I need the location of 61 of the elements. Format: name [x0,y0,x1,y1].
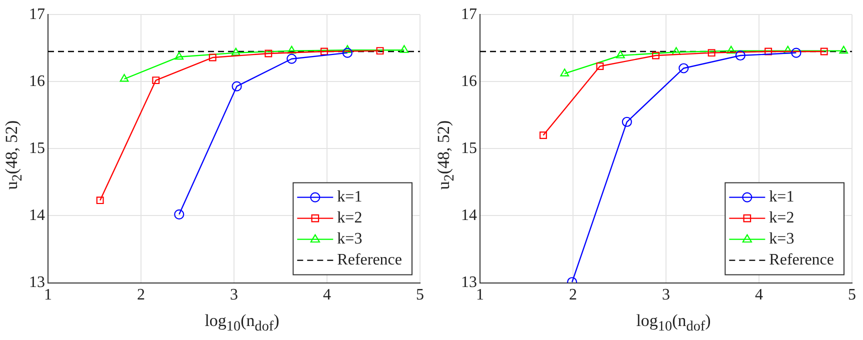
x-tick-label: 2 [137,286,145,304]
y-tick-label: 16 [29,72,45,90]
point [734,50,745,61]
point [560,68,569,76]
point [208,54,216,62]
legend-label: k=3 [768,230,794,248]
point [838,46,848,54]
point [764,48,772,56]
point [342,48,353,58]
y-tick-label: 14 [29,206,45,224]
x-tick-label: 1 [476,286,484,304]
legend-label: k=1 [337,188,362,206]
point [152,76,160,84]
legend-label: Reference [768,252,834,269]
x-axis-title: log$_{10}$(n$_{dof}$) [204,311,280,334]
point [320,48,328,56]
point [343,45,352,53]
point [96,196,104,204]
x-tick-label: 5 [416,286,424,304]
point [264,50,272,58]
point [400,45,409,53]
x-tick-label: 2 [568,286,576,304]
y-tick-label: 17 [460,6,476,23]
point [286,54,297,64]
point [671,47,680,55]
point [287,46,296,54]
point [707,49,715,57]
point [820,48,828,56]
y-tick-label: 15 [29,140,45,157]
x-tick-label: 4 [323,286,331,304]
point [120,74,129,82]
y-tick-label: 14 [460,206,476,224]
legend-label: Reference [337,252,402,269]
y-tick-label: 17 [29,6,45,23]
x-axis-title: log$_{10}$(n$_{dof}$) [636,311,711,334]
point [726,46,736,54]
y-tick-label: 15 [460,140,476,157]
point [652,52,659,60]
y-tick-label: 13 [460,274,476,292]
point [232,81,242,92]
y-tick-label: 13 [29,274,45,292]
point [621,116,632,127]
point [174,209,184,220]
x-tick-label: 5 [848,286,856,304]
x-tick-label: 4 [754,286,762,304]
legend-label: k=2 [337,210,362,227]
point [539,132,546,140]
point [231,48,240,56]
y-tick-label: 16 [460,72,476,90]
x-tick-label: 3 [230,286,238,304]
point [596,62,604,70]
point [174,52,184,60]
point [678,63,688,74]
point [790,48,801,58]
x-tick-label: 1 [44,286,52,304]
legend-label: k=3 [337,230,362,248]
legend-label: k=2 [768,210,794,227]
legend-label: k=1 [768,188,794,206]
point [615,50,624,58]
x-tick-label: 3 [662,286,670,304]
point [376,47,384,55]
